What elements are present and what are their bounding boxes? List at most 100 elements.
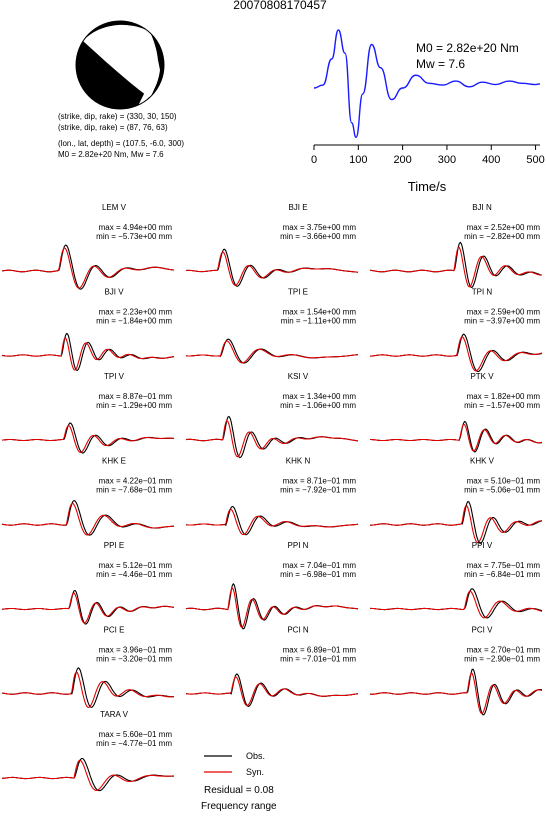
obs-trace [1, 244, 175, 290]
syn-trace [370, 672, 543, 715]
mechanism-line-3: (lon., lat, depth) = (107.5, -6.0, 300) [58, 139, 184, 148]
obs-trace [370, 588, 543, 619]
station-min: min = −1.57e+00 mm [464, 401, 540, 410]
station-min: min = −1.11e+00 mm [281, 317, 357, 326]
obs-trace [186, 338, 359, 364]
syn-trace [370, 423, 543, 452]
obs-trace [185, 673, 359, 708]
station-label: BJI V [104, 288, 124, 297]
station-label: TPI N [472, 288, 493, 297]
stf-m0-label: M0 = 2.82e+20 Nm [416, 41, 519, 55]
station-label: PTK V [470, 372, 494, 381]
syn-trace [185, 251, 359, 286]
station-min: min = −7.01e−01 mm [280, 655, 356, 664]
syn-trace [185, 419, 359, 458]
station-label: TPI E [288, 288, 308, 297]
obs-trace [370, 420, 543, 453]
stf-xtick-label: 300 [438, 154, 456, 166]
obs-trace [369, 241, 543, 288]
station-max: max = 8.71e−01 mm [283, 477, 357, 486]
legend-syn-label: Syn. [246, 767, 264, 777]
mechanism-line-4: M0 = 2.82e+20 Nm, Mw = 7.6 [58, 150, 164, 159]
stf-xtick-label: 0 [311, 154, 317, 166]
station-label: PPI N [288, 541, 309, 550]
station-label: BJI E [288, 203, 307, 212]
syn-trace [369, 246, 542, 288]
station-max: max = 2.23e+00 mm [99, 308, 173, 317]
station-label: PCI N [287, 626, 309, 635]
station-min: min = −1.29e+00 mm [96, 401, 172, 410]
station-max: max = 8.87e−01 mm [99, 392, 173, 401]
station-min: min = −6.84e−01 mm [464, 570, 540, 579]
station-min: min = −7.92e−01 mm [280, 486, 356, 495]
station-min: min = −7.68e−01 mm [96, 486, 172, 495]
station-label: PPI V [472, 541, 493, 550]
station-max: max = 2.70e−01 mm [467, 646, 541, 655]
station-max: max = 6.89e−01 mm [283, 646, 357, 655]
obs-trace [370, 668, 543, 716]
station-min: min = −6.98e−01 mm [280, 570, 356, 579]
obs-trace [370, 500, 543, 544]
syn-trace [185, 676, 359, 707]
stf-xtick-label: 200 [393, 154, 411, 166]
station-max: max = 1.82e+00 mm [467, 392, 541, 401]
station-max: max = 5.12e−01 mm [99, 561, 173, 570]
station-label: KHK V [470, 457, 495, 466]
station-max: max = 1.34e+00 mm [283, 392, 357, 401]
syn-trace [185, 586, 359, 629]
syn-trace [1, 337, 175, 371]
mechanism-line-2: (strike, dip, rake) = (87, 76, 63) [58, 123, 168, 132]
event-title: 20070808170457 [233, 0, 327, 12]
syn-trace [370, 590, 543, 619]
stf-xlabel: Time/s [408, 179, 447, 194]
legend-obs-label: Obs. [246, 751, 265, 761]
syn-trace [370, 336, 543, 372]
station-max: max = 7.04e−01 mm [283, 561, 357, 570]
obs-trace [370, 333, 543, 373]
syn-trace [1, 424, 175, 453]
station-label: TARA V [100, 710, 129, 719]
station-max: max = 2.52e+00 mm [467, 223, 541, 232]
station-max: max = 7.75e−01 mm [467, 561, 541, 570]
station-max: max = 1.54e+00 mm [283, 308, 357, 317]
obs-trace [185, 415, 359, 459]
station-min: min = −5.06e−01 mm [464, 486, 540, 495]
station-max: max = 3.96e−01 mm [99, 646, 173, 655]
station-label: PCI E [104, 626, 125, 635]
syn-trace [1, 592, 175, 624]
obs-trace [185, 505, 359, 536]
station-min: min = −4.77e−01 mm [96, 739, 172, 748]
station-max: max = 4.22e−01 mm [99, 477, 173, 486]
syn-trace [1, 671, 175, 708]
stf-plot: M0 = 2.82e+20 Nm Mw = 7.6 Time/s 0 100 200… [311, 29, 545, 194]
station-min: min = −3.66e+00 mm [280, 232, 356, 241]
residual-label: Residual = 0.08 [204, 785, 274, 796]
stf-mw-label: Mw = 7.6 [416, 57, 465, 71]
station-label: KHK E [102, 457, 126, 466]
station-min: min = −2.82e+00 mm [464, 232, 540, 241]
station-max: max = 2.59e+00 mm [467, 308, 541, 317]
station-label: LEM V [102, 203, 127, 212]
syn-trace [185, 508, 359, 536]
syn-trace [186, 340, 359, 364]
station-max: max = 5.10e−01 mm [467, 477, 541, 486]
station-min: min = −2.90e−01 mm [464, 655, 540, 664]
station-label: TPI V [104, 372, 125, 381]
legend: Obs. Syn. Residual = 0.08 Frequency rang… [201, 751, 277, 812]
